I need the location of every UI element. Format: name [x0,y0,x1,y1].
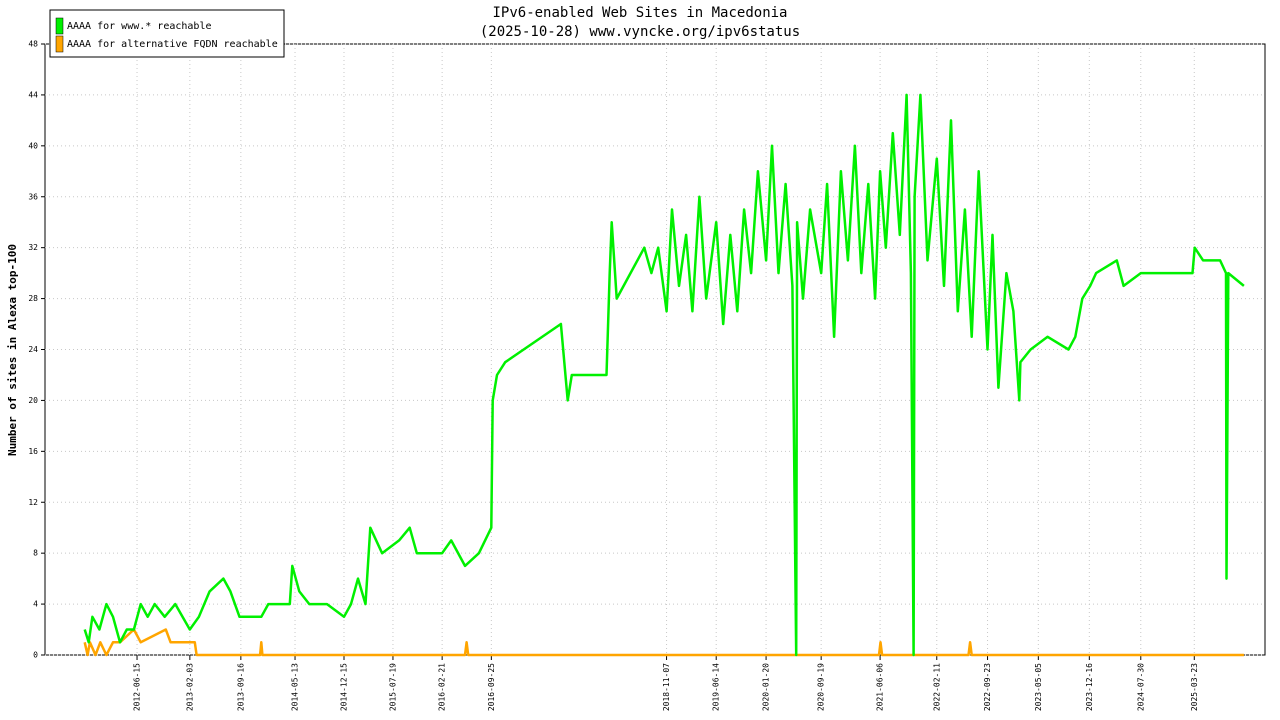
y-tick-label: 32 [28,243,38,252]
legend-swatch [55,35,64,53]
y-tick-label: 48 [28,40,38,49]
chart-subtitle: (2025-10-28) www.vyncke.org/ipv6status [480,24,800,40]
y-axis-label: Number of sites in Alexa top-100 [6,244,19,456]
legend-swatch [55,17,64,35]
y-tick-label: 8 [33,549,38,558]
x-tick-label: 2025-03-23 [1190,663,1199,711]
x-tick-label: 2015-07-19 [388,663,397,711]
x-tick-label: 2019-06-14 [712,663,721,711]
legend-label: AAAA for www.* reachable [67,21,212,32]
x-tick-label: 2023-12-16 [1085,663,1094,711]
series-line [83,93,1245,657]
legend-label: AAAA for alternative FQDN reachable [67,39,278,50]
y-tick-label: 16 [28,447,38,456]
x-tick-label: 2020-09-19 [817,663,826,711]
y-tick-label: 36 [28,192,38,201]
legend-box [49,9,285,58]
series-line [83,628,1244,657]
x-tick-label: 2014-05-13 [291,663,300,711]
x-tick-label: 2013-09-16 [236,663,245,711]
y-tick-label: 20 [28,396,38,405]
x-tick-label: 2020-01-20 [762,663,771,711]
y-tick-label: 24 [28,345,38,354]
chart-title: IPv6-enabled Web Sites in Macedonia [492,5,787,21]
x-tick-label: 2021-06-06 [876,663,885,711]
x-tick-label: 2018-11-07 [662,663,671,711]
x-tick-label: 2016-02-21 [438,663,447,711]
y-tick-label: 0 [33,651,38,660]
x-tick-label: 2013-02-03 [185,663,194,711]
y-tick-label: 12 [28,498,38,507]
y-tick-label: 44 [28,90,38,99]
x-tick-label: 2016-09-25 [487,663,496,711]
y-tick-label: 28 [28,294,38,303]
y-tick-label: 4 [33,600,38,609]
x-tick-label: 2022-02-11 [932,663,941,711]
x-tick-label: 2012-06-15 [133,663,142,711]
legend: AAAA for www.* reachable AAAA for alterna… [49,9,285,58]
x-tick-label: 2023-05-05 [1034,663,1043,711]
x-tick-label: 2024-07-30 [1136,663,1145,711]
x-tick-label: 2022-09-23 [983,663,992,711]
y-tick-label: 40 [28,141,38,150]
x-tick-label: 2014-12-15 [339,663,348,711]
